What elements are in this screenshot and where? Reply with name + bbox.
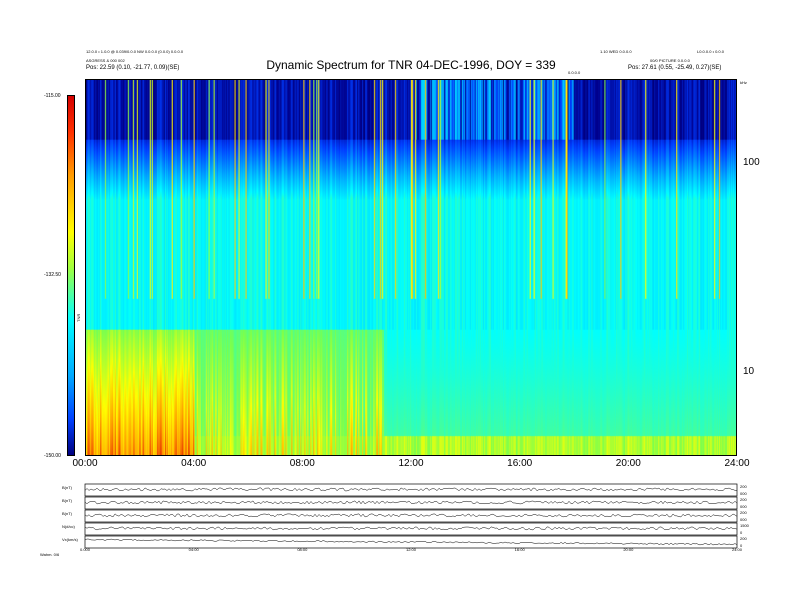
bottom-tick-label: 20:00 xyxy=(623,547,634,552)
bottom-tick-label: 12:00 xyxy=(406,547,417,552)
bottom-tick-label: 24:00 xyxy=(732,547,743,552)
panel-right-tick-label: 200 xyxy=(740,484,747,489)
panel-label: Vx(km/s) xyxy=(62,537,78,542)
panel-trace xyxy=(84,487,738,492)
header-left-position: Pos: 22.59 (0.10, -21.77, 0.09)(SE) xyxy=(86,65,180,71)
header-right-line1: 1.10 WED 0.0.0.0 xyxy=(600,49,632,54)
panel-right-tick-label: 1500 xyxy=(740,523,750,528)
panel-right-tick-label: 000 xyxy=(740,491,747,496)
panel-right-tick-label: 0 xyxy=(740,543,743,548)
x-tick-label: 00:00 xyxy=(72,458,98,469)
panel-label: B(nT) xyxy=(62,498,73,503)
spectrogram xyxy=(85,79,737,456)
chart-title: Dynamic Spectrum for TNR 04-DEC-1996, DO… xyxy=(266,58,556,72)
y-tick-label-10: 10 xyxy=(743,366,755,377)
header-left-line2: ASGRESS & 000 002 xyxy=(86,58,125,63)
panel-label: N(#/cc) xyxy=(62,524,76,529)
panel-trace xyxy=(84,526,738,531)
panel-right-tick-label: 200 xyxy=(740,536,747,541)
header-left-line1: 12.0.0 • 1.0.0 @ 0.039/0.0.0 NW 0.0.0.0 … xyxy=(86,49,184,54)
header-right-position: Pos: 27.61 (0.55, -25.49, 0.27)(SE) xyxy=(628,65,722,71)
bottom-tick-label: 04:00 xyxy=(189,547,200,552)
bottom-tick-label: 0.000 xyxy=(80,547,91,552)
footer-label: Wahm. 0/6 xyxy=(40,552,60,557)
colorbar xyxy=(67,95,75,456)
header-right-line3: 00/0 PICTURE 0.0.0.0 xyxy=(650,58,690,63)
spectrogram-image xyxy=(86,80,736,455)
panel-right-tick-label: 0 xyxy=(740,530,743,535)
panel-right-tick-label: 200 xyxy=(740,510,747,515)
x-tick-label: 20:00 xyxy=(615,458,641,469)
header-center-small: 0.0.0.0 xyxy=(568,70,581,75)
panel-right-tick-label: 000 xyxy=(740,504,747,509)
panel-frame xyxy=(84,535,738,549)
bottom-tick-label: 08:00 xyxy=(297,547,308,552)
x-tick-label: 08:00 xyxy=(289,458,315,469)
panel-label: B(nT) xyxy=(62,485,73,490)
panel-trace xyxy=(84,513,738,518)
x-tick-label: 04:00 xyxy=(181,458,207,469)
y-tick-label-100: 100 xyxy=(743,157,760,168)
header-right-line2: L0.0.0.0 • 0.0.0 xyxy=(697,49,724,54)
frequency-unit-label: kHz xyxy=(740,80,747,85)
x-tick-label: 12:00 xyxy=(398,458,424,469)
x-tick-label: 24:00 xyxy=(724,458,750,469)
x-tick-label: 16:00 xyxy=(507,458,533,469)
panel-trace xyxy=(84,538,738,546)
panel-trace xyxy=(84,500,738,505)
panel-right-tick-label: 000 xyxy=(740,517,747,522)
colorbar-label-bottom: -150.00 xyxy=(44,453,61,459)
panel-frame xyxy=(84,483,738,497)
bottom-tick-label: 16:00 xyxy=(515,547,526,552)
colorbar-label-mid: -132.50 xyxy=(44,272,61,278)
panel-right-tick-label: 200 xyxy=(740,497,747,502)
colorbar-label-top: -115.00 xyxy=(44,93,61,99)
panel-frame xyxy=(84,509,738,523)
panel-label: B(nT) xyxy=(62,511,73,516)
